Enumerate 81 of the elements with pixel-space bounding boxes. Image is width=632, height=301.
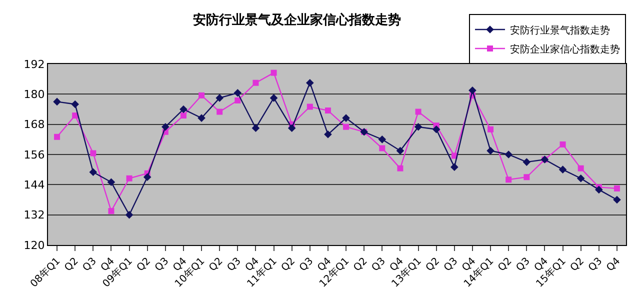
point bbox=[397, 165, 404, 172]
x-tick-label: Q3 bbox=[442, 256, 460, 274]
y-tick-label: 180 bbox=[24, 88, 45, 102]
y-tick-label: 168 bbox=[24, 118, 45, 132]
point bbox=[342, 114, 350, 122]
point bbox=[252, 80, 259, 86]
point bbox=[288, 124, 296, 132]
x-tick-label: 08年Q1 bbox=[28, 255, 63, 290]
point bbox=[522, 158, 531, 166]
point bbox=[396, 146, 404, 155]
point bbox=[343, 124, 350, 130]
point bbox=[415, 108, 422, 115]
x-tick-label: Q4 bbox=[604, 256, 623, 274]
point bbox=[125, 210, 134, 219]
point bbox=[72, 112, 78, 119]
point bbox=[379, 145, 386, 152]
point bbox=[306, 104, 313, 110]
x-tick-label: Q3 bbox=[586, 256, 605, 274]
point bbox=[324, 108, 331, 114]
y-tick-label: 144 bbox=[24, 178, 45, 192]
x-tick-label: Q3 bbox=[153, 256, 172, 274]
point bbox=[198, 92, 205, 98]
point bbox=[270, 70, 277, 76]
x-tick-label: Q2 bbox=[496, 256, 514, 274]
x-tick-label: Q3 bbox=[514, 256, 532, 274]
y-tick-label: 120 bbox=[24, 238, 45, 252]
point bbox=[450, 163, 458, 171]
point bbox=[54, 134, 60, 140]
point bbox=[108, 208, 114, 214]
point bbox=[180, 112, 186, 119]
point bbox=[560, 141, 566, 148]
point bbox=[432, 125, 440, 134]
point bbox=[468, 86, 476, 94]
legend-label: 安防企业家信心指数走势 bbox=[510, 43, 620, 56]
point bbox=[53, 98, 61, 106]
point bbox=[504, 150, 512, 158]
point bbox=[234, 97, 241, 104]
y-tick-label: 156 bbox=[24, 148, 45, 162]
point bbox=[180, 105, 188, 114]
x-tick-label: Q3 bbox=[298, 256, 316, 274]
x-tick-label: Q2 bbox=[424, 256, 442, 274]
point bbox=[613, 196, 621, 204]
point bbox=[558, 166, 567, 174]
point bbox=[89, 168, 98, 176]
x-tick-label: Q3 bbox=[225, 256, 244, 274]
point bbox=[252, 124, 260, 132]
x-tick-label: Q2 bbox=[135, 256, 153, 274]
point bbox=[595, 186, 603, 194]
point bbox=[216, 94, 224, 102]
point bbox=[578, 165, 584, 172]
point bbox=[414, 122, 422, 131]
point bbox=[524, 174, 530, 180]
chart-title: 安防行业景气及企业家信心指数走势 bbox=[193, 12, 402, 28]
point bbox=[306, 78, 314, 87]
point bbox=[126, 175, 132, 182]
point bbox=[324, 130, 332, 138]
point bbox=[378, 136, 386, 144]
x-tick-label: Q2 bbox=[207, 256, 226, 274]
point bbox=[614, 185, 620, 192]
point bbox=[576, 174, 585, 182]
point bbox=[488, 126, 494, 132]
x-tick-label: Q2 bbox=[352, 256, 370, 274]
point bbox=[90, 150, 96, 156]
point bbox=[216, 108, 223, 115]
point bbox=[234, 89, 242, 97]
point bbox=[143, 173, 152, 182]
point bbox=[107, 178, 116, 186]
point bbox=[162, 122, 170, 131]
point bbox=[198, 114, 206, 122]
x-tick-label: Q2 bbox=[280, 256, 298, 274]
point bbox=[71, 100, 79, 108]
x-tick-label: Q2 bbox=[62, 256, 81, 274]
y-tick-label: 132 bbox=[24, 208, 45, 222]
legend-label: 安防行业景气指数走势 bbox=[510, 24, 610, 36]
point bbox=[486, 146, 494, 155]
x-tick-label: Q3 bbox=[370, 256, 388, 274]
point bbox=[270, 94, 278, 102]
point bbox=[506, 176, 512, 183]
y-tick-label: 192 bbox=[24, 58, 45, 71]
x-tick-label: Q3 bbox=[80, 256, 99, 274]
x-tick-label: Q2 bbox=[568, 256, 586, 274]
